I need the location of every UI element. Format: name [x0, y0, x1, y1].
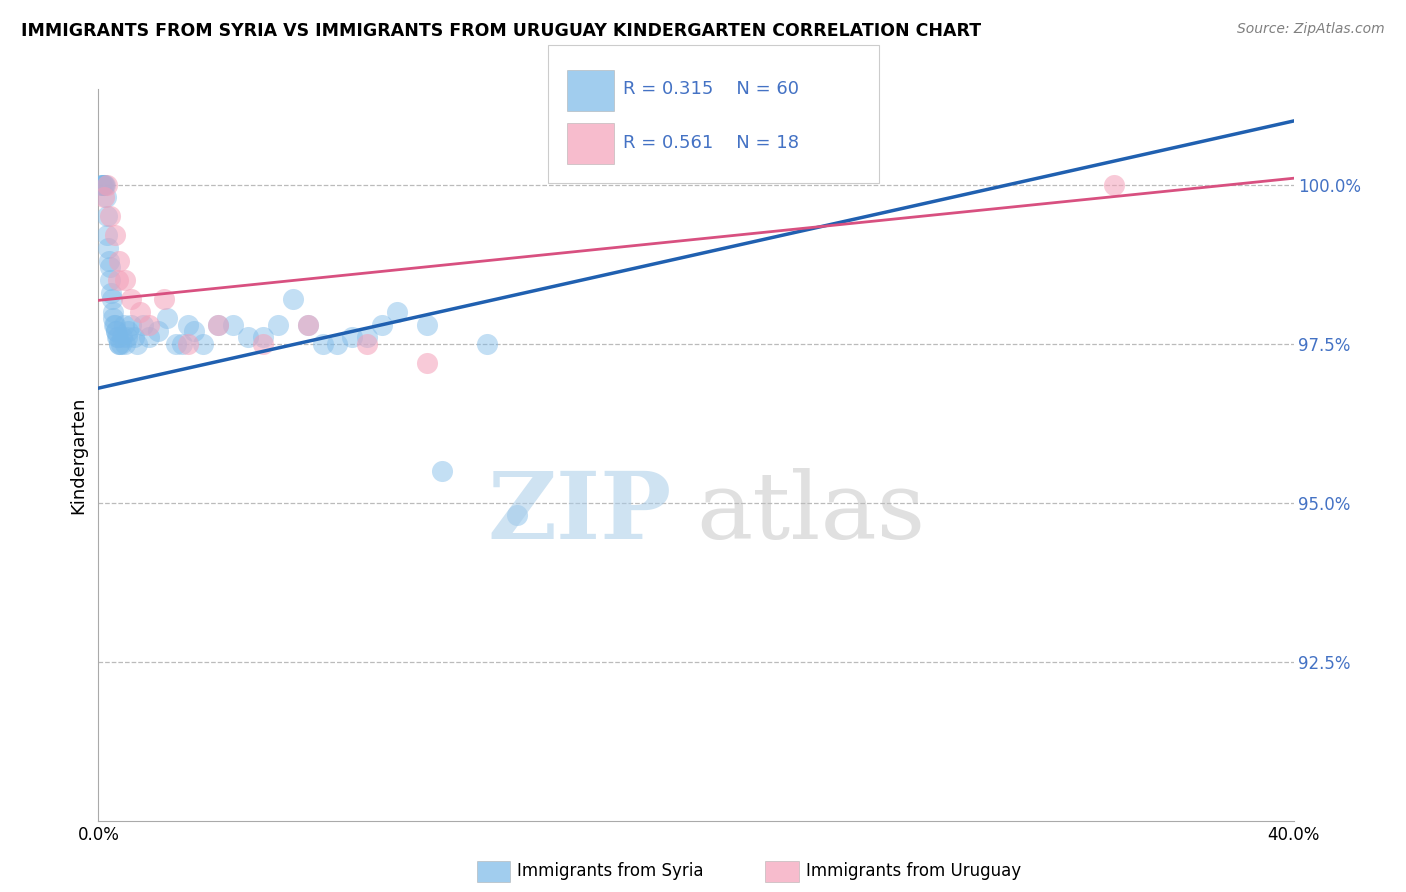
Point	[132, 318, 155, 332]
Point	[103, 311, 125, 326]
Point	[91, 178, 114, 192]
Point	[177, 336, 200, 351]
Point	[356, 330, 378, 344]
Point	[97, 254, 120, 268]
Point	[222, 318, 245, 332]
Point	[107, 273, 129, 287]
Point	[98, 273, 122, 287]
Text: Immigrants from Syria: Immigrants from Syria	[517, 863, 704, 880]
Point	[93, 178, 115, 192]
Point	[100, 285, 122, 300]
Point	[297, 318, 319, 332]
Point	[138, 318, 160, 332]
Point	[371, 318, 394, 332]
Point	[207, 318, 229, 332]
Text: atlas: atlas	[696, 468, 925, 558]
Point	[124, 330, 146, 344]
Point	[115, 330, 138, 344]
Point	[103, 318, 125, 332]
Point	[110, 336, 132, 351]
Point	[105, 330, 128, 344]
Text: Source: ZipAtlas.com: Source: ZipAtlas.com	[1237, 22, 1385, 37]
Point	[112, 318, 135, 332]
Point	[108, 336, 131, 351]
Point	[97, 241, 120, 255]
Point	[506, 508, 529, 523]
Point	[114, 336, 136, 351]
Point	[117, 324, 139, 338]
Point	[385, 305, 409, 319]
Point	[356, 336, 378, 351]
Point	[1104, 178, 1126, 192]
Point	[120, 318, 142, 332]
Point	[105, 324, 128, 338]
Point	[475, 336, 498, 351]
Point	[107, 336, 129, 351]
Point	[416, 356, 439, 370]
Point	[101, 292, 124, 306]
Point	[183, 324, 205, 338]
Point	[104, 324, 127, 338]
Point	[342, 330, 364, 344]
Point	[96, 210, 118, 224]
Point	[297, 318, 319, 332]
Point	[94, 178, 117, 192]
Point	[127, 336, 149, 351]
Text: R = 0.315    N = 60: R = 0.315 N = 60	[623, 80, 799, 98]
Text: IMMIGRANTS FROM SYRIA VS IMMIGRANTS FROM URUGUAY KINDERGARTEN CORRELATION CHART: IMMIGRANTS FROM SYRIA VS IMMIGRANTS FROM…	[21, 22, 981, 40]
Point	[252, 336, 274, 351]
Point	[165, 336, 187, 351]
Point	[94, 190, 117, 204]
Point	[101, 305, 124, 319]
Point	[91, 178, 114, 192]
Point	[191, 336, 214, 351]
Point	[114, 273, 136, 287]
Point	[129, 305, 152, 319]
Point	[326, 336, 349, 351]
Point	[96, 228, 118, 243]
Point	[98, 210, 122, 224]
Point	[430, 464, 453, 478]
Point	[207, 318, 229, 332]
Point	[311, 336, 333, 351]
Point	[148, 324, 170, 338]
Point	[267, 318, 290, 332]
Point	[108, 254, 131, 268]
Point	[111, 330, 134, 344]
Point	[172, 336, 194, 351]
Point	[98, 260, 121, 275]
Point	[96, 178, 118, 192]
Y-axis label: Kindergarten: Kindergarten	[69, 396, 87, 514]
Point	[416, 318, 439, 332]
Point	[93, 178, 115, 192]
Text: R = 0.561    N = 18: R = 0.561 N = 18	[623, 134, 799, 152]
Point	[138, 330, 160, 344]
Point	[177, 318, 200, 332]
Point	[107, 330, 129, 344]
Point	[281, 292, 304, 306]
Point	[90, 178, 112, 192]
Point	[93, 190, 115, 204]
Point	[104, 318, 127, 332]
Point	[252, 330, 274, 344]
Point	[104, 228, 127, 243]
Point	[156, 311, 179, 326]
Point	[120, 292, 142, 306]
Point	[236, 330, 259, 344]
Point	[153, 292, 176, 306]
Text: ZIP: ZIP	[488, 468, 672, 558]
Text: Immigrants from Uruguay: Immigrants from Uruguay	[806, 863, 1021, 880]
